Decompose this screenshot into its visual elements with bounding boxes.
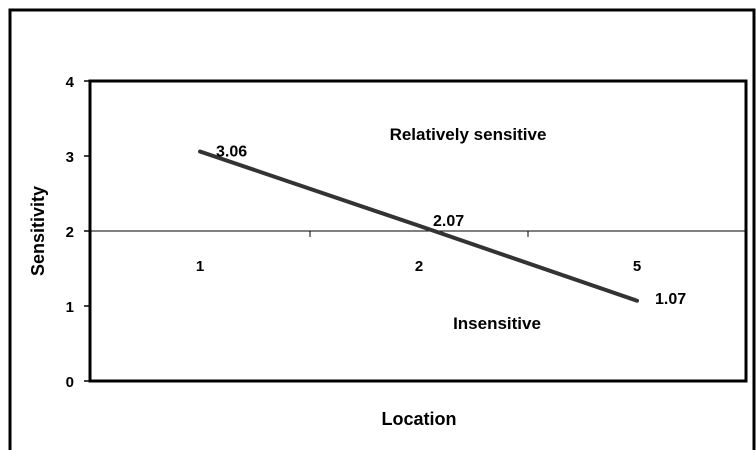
y-tick-label: 0 (66, 374, 74, 391)
y-axis-title: Sensitivity (28, 186, 48, 276)
x-tick-label: 1 (196, 258, 204, 275)
y-tick-label: 2 (66, 224, 74, 241)
series-group: 3.06 2.07 1.07 (198, 144, 686, 308)
y-axis-ticks: 0 1 2 3 4 (66, 74, 90, 391)
series-line (198, 149, 639, 303)
x-axis-title: Location (382, 409, 457, 429)
region-label-upper: Relatively sensitive (390, 125, 547, 144)
data-label: 3.06 (216, 144, 247, 161)
y-tick-label: 3 (66, 149, 74, 166)
data-label: 1.07 (655, 291, 686, 308)
region-label-lower: Insensitive (453, 314, 541, 333)
chart-border (8, 8, 756, 450)
y-tick-label: 4 (66, 74, 75, 91)
x-tick-label: 2 (415, 258, 423, 275)
y-tick-label: 1 (66, 299, 74, 316)
data-label: 2.07 (433, 213, 464, 230)
x-axis-ticks: 1 2 5 (89, 231, 747, 275)
x-tick-label: 5 (633, 258, 641, 275)
